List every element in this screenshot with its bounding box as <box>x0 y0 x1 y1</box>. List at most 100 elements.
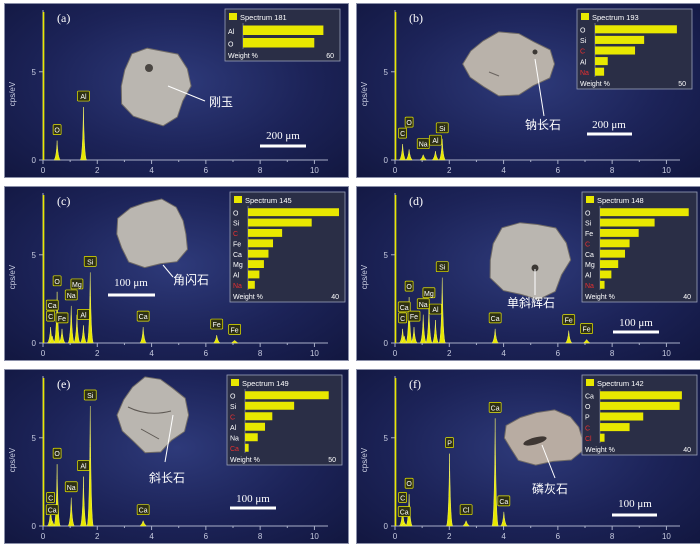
specimen-pit <box>145 64 153 72</box>
y-axis-label: cps/eV <box>8 447 17 472</box>
mineral-name: 钠长石 <box>525 117 561 132</box>
inset-title: Spectrum 149 <box>242 379 289 388</box>
peak-label-box <box>52 124 62 135</box>
x-tick-label: 6 <box>556 532 561 541</box>
spectrum-peak <box>79 325 88 344</box>
inset-axis-max: 50 <box>328 457 336 464</box>
panel-label: (a) <box>57 11 70 25</box>
x-tick-label: 2 <box>447 166 452 175</box>
y-axis-label: cps/eV <box>360 81 369 106</box>
mineral-name: 磷灰石 <box>532 481 568 496</box>
y-tick-label: 5 <box>32 68 37 77</box>
x-tick-label: 4 <box>149 166 154 175</box>
specimen-pit <box>531 264 539 272</box>
peak-label: C <box>400 495 405 502</box>
inset-bar <box>600 208 689 217</box>
scale-bar-label: 100 μm <box>236 493 270 505</box>
peak-label: Ca <box>48 508 57 515</box>
mineral-leader-line <box>534 58 545 117</box>
peak-label: O <box>54 279 60 286</box>
spectrum-peak <box>491 418 500 527</box>
peak-label: C <box>400 131 405 138</box>
peak-label-box <box>422 287 436 299</box>
specimen-crack <box>140 428 160 440</box>
mineral-leader-line <box>162 264 174 278</box>
inset-element-label: Na <box>230 435 239 442</box>
spectrum-peak <box>564 330 573 344</box>
inset-element-label: Fe <box>585 231 593 238</box>
panel-label: (d) <box>409 194 423 208</box>
panel-svg: (e) cps/eV 0 2 4 6 8 10 0 5 C Ca O Na Al Si Ca 斜长石 100 μm S… <box>8 374 343 541</box>
peak-label: Ca <box>400 305 409 312</box>
x-tick-label: 8 <box>610 349 615 358</box>
panel-label: (b) <box>409 11 423 25</box>
inset-element-label: O <box>580 27 586 34</box>
specimen-inclusion <box>523 436 547 446</box>
x-tick-label: 2 <box>95 532 100 541</box>
spectrum-peak <box>58 328 66 344</box>
x-tick-label: 4 <box>501 532 506 541</box>
spectrum-peak <box>491 328 500 344</box>
inset-element-label: Si <box>233 221 240 228</box>
peak-label-box <box>64 289 78 301</box>
spectrum-panel-e: (e) cps/eV 0 2 4 6 8 10 0 5 C Ca O Na Al Si Ca 斜长石 100 μm S… <box>4 369 349 544</box>
panel-svg: (a) cps/eV 0 2 4 6 8 10 0 5 O Al 刚玉 200 μm Spectrum 18… <box>8 8 341 175</box>
spectrum-panel-a: (a) cps/eV 0 2 4 6 8 10 0 5 O Al 刚玉 200 μm Spectrum 18… <box>4 3 349 178</box>
inset-bar <box>248 270 260 279</box>
x-tick-label: 8 <box>610 532 615 541</box>
inset-element-label: Ca <box>233 252 242 259</box>
specimen-crack <box>127 406 172 414</box>
spectrum-peak <box>419 154 428 161</box>
x-tick-label: 4 <box>149 349 154 358</box>
peak-label: Ca <box>48 303 57 310</box>
scale-bar-label: 100 μm <box>619 317 653 329</box>
y-tick-label: 5 <box>384 434 389 443</box>
peak-label: Fe <box>231 327 239 334</box>
inset-element-label: C <box>585 425 590 432</box>
specimen-grain <box>462 31 556 97</box>
x-tick-label: 6 <box>556 166 561 175</box>
peak-label: P <box>447 441 452 448</box>
inset-bar <box>248 228 283 237</box>
inset-bar <box>245 391 329 400</box>
peak-label: Al <box>432 307 439 314</box>
inset-frame <box>226 374 343 466</box>
spectrum-peak <box>582 338 591 344</box>
y-axis-label: cps/eV <box>360 447 369 472</box>
y-tick-label: 0 <box>32 339 37 348</box>
spectrum-peak <box>431 320 440 344</box>
x-tick-label: 10 <box>662 166 671 175</box>
panel-label: (f) <box>409 377 421 391</box>
x-tick-label: 6 <box>204 166 209 175</box>
spectrum-panel-c: (c) cps/eV 0 2 4 6 8 10 0 5 C Ca O Fe Na Mg Al Si Ca Fe Fe 角闪… <box>4 186 349 361</box>
spectrum-peak <box>398 144 407 161</box>
inset-element-label: O <box>585 404 591 411</box>
peak-label-box <box>445 437 454 448</box>
peak-label-box <box>77 309 90 320</box>
peak-label-box <box>210 318 224 330</box>
x-tick-label: 2 <box>95 349 100 358</box>
inset-element-label: Si <box>580 38 587 45</box>
peak-label: Fe <box>58 316 66 323</box>
scale-bar-label: 200 μm <box>592 119 626 131</box>
peak-label: O <box>406 120 412 127</box>
inset-legend-swatch <box>231 379 239 386</box>
spectrum-peak <box>79 476 88 527</box>
mineral-name: 单斜辉石 <box>507 296 555 310</box>
x-tick-label: 2 <box>447 349 452 358</box>
peak-label-box <box>45 299 59 311</box>
specimen-grain <box>116 376 190 454</box>
y-tick-label: 5 <box>384 68 389 77</box>
spectrum-peak <box>86 405 95 527</box>
inset-bar <box>595 35 645 44</box>
inset-title: Spectrum 193 <box>592 13 639 22</box>
inset-legend-swatch <box>586 196 594 203</box>
x-tick-label: 8 <box>258 349 263 358</box>
inset-element-label: Mg <box>233 262 243 269</box>
peak-label: Fe <box>583 326 591 333</box>
peak-label-box <box>46 310 55 322</box>
specimen-pit <box>532 49 538 55</box>
inset-element-label: Al <box>585 273 592 280</box>
peak-label: Ca <box>491 316 500 323</box>
inset-element-label: O <box>228 42 234 49</box>
